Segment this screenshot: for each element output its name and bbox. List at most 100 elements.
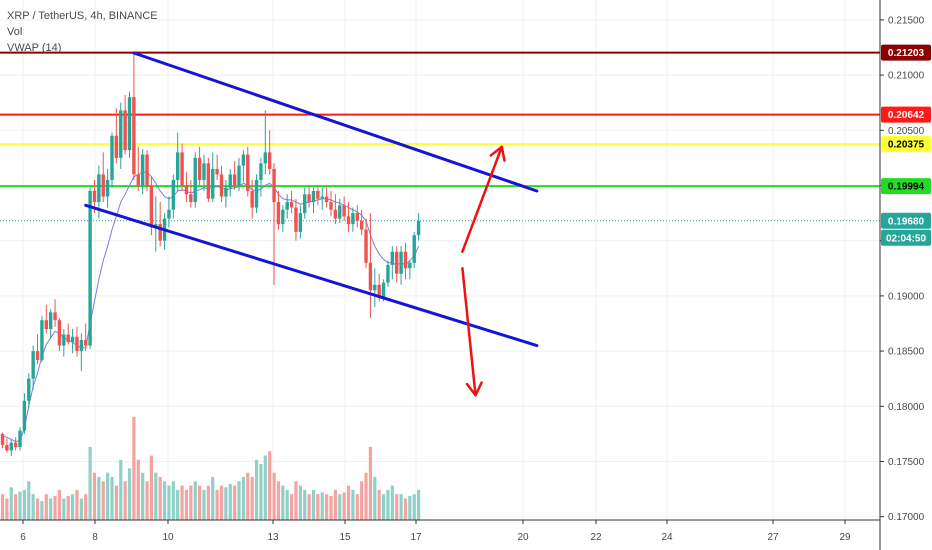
volume-bar — [206, 485, 210, 520]
volume-bar — [66, 495, 70, 520]
volume-bar — [237, 481, 241, 520]
candle-body — [399, 251, 403, 274]
volume-bar — [250, 477, 254, 520]
vwap-polyline — [2, 171, 420, 443]
candle-body — [114, 135, 119, 158]
volume-bar — [311, 489, 316, 520]
volume-bar — [233, 485, 237, 520]
volume-bar — [9, 487, 13, 520]
candle-body — [294, 207, 298, 232]
candle-body — [395, 251, 399, 274]
candle-body — [140, 154, 145, 186]
volume-bar — [70, 494, 75, 520]
candle-body — [31, 351, 35, 379]
volume-bar — [141, 472, 145, 520]
candle-body — [403, 251, 408, 269]
arrow-head — [465, 381, 483, 397]
candle-body — [289, 202, 294, 208]
candle-body — [298, 213, 303, 232]
time-tick-label: 10 — [162, 532, 174, 543]
trend-channel-line — [132, 51, 539, 193]
candle-body — [27, 378, 31, 401]
candle-body — [307, 194, 311, 203]
price-tick-label: 0.19000 — [888, 291, 925, 302]
candle-body — [324, 196, 329, 203]
price-tag-label: 0.19680 — [888, 216, 925, 227]
candle-body — [40, 320, 44, 360]
volume-bar — [123, 481, 127, 520]
price-tick-label: 0.17500 — [888, 457, 925, 468]
horizontal-levels — [0, 51, 880, 222]
time-tick-label: 22 — [590, 532, 602, 543]
candle-body — [75, 336, 79, 352]
volume-bar — [285, 489, 289, 520]
vol-indicator-label[interactable]: Vol — [7, 26, 23, 38]
countdown-label: 02:04:50 — [886, 233, 926, 244]
candle-body — [136, 174, 140, 186]
volume-bar — [154, 472, 158, 520]
volume-bar — [399, 494, 403, 520]
candle-body — [132, 97, 136, 175]
volume-bar — [342, 492, 346, 520]
volume-bars — [0, 416, 421, 520]
trend-channel-line — [84, 203, 539, 348]
candle-body — [254, 179, 259, 208]
volume-bar — [31, 494, 35, 520]
candle-body — [364, 229, 368, 263]
volume-bar — [53, 495, 57, 520]
grid — [0, 0, 880, 520]
volume-bar — [403, 498, 408, 520]
price-tick-label: 0.17000 — [888, 512, 925, 523]
candle-body — [193, 157, 197, 203]
volume-bar — [75, 489, 79, 520]
candle-body — [232, 174, 237, 186]
candle-body — [105, 179, 110, 197]
symbol-title[interactable]: XRP / TetherUS, 4h, BINANCE — [7, 10, 158, 22]
volume-bar — [360, 481, 364, 520]
candle-body — [381, 282, 386, 299]
volume-bar — [395, 494, 399, 520]
candle-body — [377, 284, 381, 299]
volume-bar — [49, 498, 53, 520]
volume-bar — [189, 485, 193, 520]
volume-bar — [281, 485, 285, 520]
price-axis[interactable]: 0.215000.210000.205000.200000.195000.190… — [879, 0, 925, 550]
price-tag-bg — [881, 44, 931, 61]
candle-body — [338, 205, 342, 219]
volume-bar — [171, 481, 175, 520]
volume-bar — [202, 489, 206, 520]
volume-bar — [176, 489, 180, 520]
arrow-shaft — [461, 145, 504, 253]
volume-bar — [355, 494, 359, 520]
volume-bar — [149, 455, 154, 520]
vwap-indicator-label[interactable]: VWAP (14) — [7, 42, 62, 54]
candle-body — [408, 262, 412, 269]
candle-body — [127, 97, 132, 151]
candle-body — [303, 194, 307, 214]
volume-bar — [329, 495, 333, 520]
price-tag-bg — [881, 212, 931, 229]
price-tag-label: 0.19994 — [888, 182, 925, 193]
volume-bar — [364, 472, 368, 520]
price-tags: 0.21203 0.20642 0.20375 0.19994 0.19680 02:04… — [881, 44, 931, 246]
volume-bar — [351, 489, 355, 520]
volume-bar — [254, 459, 259, 520]
time-axis[interactable]: 6 8 10 13 15 17 20 22 24 27 29 — [0, 519, 880, 543]
volume-bar — [88, 446, 92, 520]
time-tick-label: 8 — [92, 532, 98, 543]
volume-bar — [377, 489, 381, 520]
candle-body — [320, 196, 324, 199]
candle-body — [267, 152, 272, 169]
volume-bar — [316, 494, 320, 520]
volume-bar — [14, 494, 18, 520]
volume-bar — [381, 494, 386, 520]
candle-body — [22, 400, 27, 431]
candle-body — [368, 262, 373, 291]
candle-body — [206, 163, 211, 199]
volume-bar — [162, 481, 167, 520]
volume-bar — [417, 489, 421, 520]
volume-bar — [346, 485, 351, 520]
price-tag-bg — [881, 136, 931, 153]
time-tick-label: 15 — [339, 532, 351, 543]
